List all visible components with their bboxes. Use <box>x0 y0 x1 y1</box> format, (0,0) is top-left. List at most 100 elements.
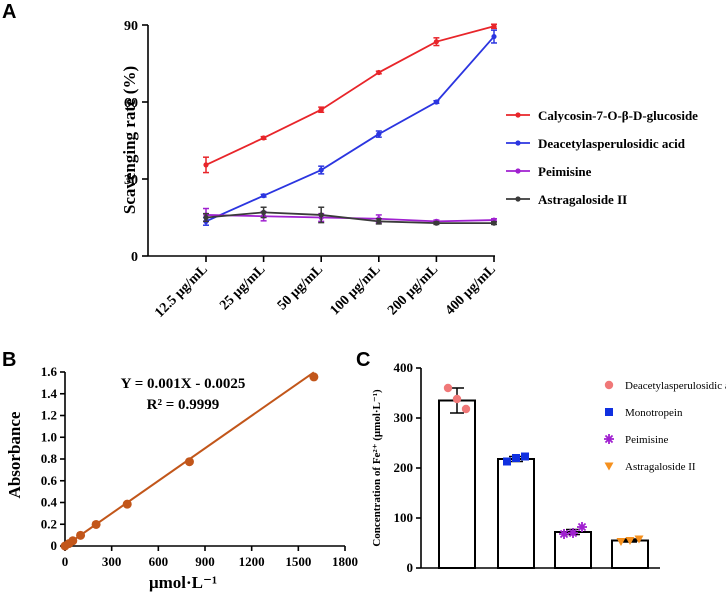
chart-c-y-tick-label: 300 <box>394 410 414 425</box>
chart-a-y-tick-label: 90 <box>124 19 138 34</box>
chart-a-series-line <box>205 35 495 223</box>
chart-a-data-point <box>491 33 497 40</box>
chart-a-data-point <box>261 135 267 141</box>
chart-a-legend-label: Deacetylasperulosidic acid <box>538 136 686 151</box>
chart-c-data-point <box>559 529 569 539</box>
chart-c-data-point <box>443 383 453 393</box>
panel-label-c: C <box>356 349 370 371</box>
chart-c-legend-marker <box>604 434 614 444</box>
chart-b-data-point <box>91 519 101 529</box>
chart-a-x-tick-label: 400 μg/mL <box>443 262 499 318</box>
chart-b-data-point <box>76 530 86 540</box>
chart-c-data-point <box>568 528 578 538</box>
chart-a-x-tick-label: 100 μg/mL <box>328 262 384 318</box>
chart-a-data-point <box>318 107 324 113</box>
panel-label-a: A <box>2 1 16 23</box>
chart-a-data-point <box>203 162 209 168</box>
panel-label-b: B <box>2 349 16 371</box>
chart-c-data-point <box>452 394 462 404</box>
chart-c-y-tick-label: 0 <box>407 560 414 575</box>
chart-b-y-tick-label: 1.6 <box>41 364 58 379</box>
chart-c-legend-marker <box>604 380 614 390</box>
chart-a-data-point <box>433 39 439 45</box>
chart-a-legend-marker <box>515 140 521 146</box>
chart-a-data-point <box>491 220 497 226</box>
chart-b-y-tick-label: 0.4 <box>41 495 58 510</box>
chart-a-x-tick-label: 200 μg/mL <box>385 262 441 318</box>
chart-b-data-point <box>122 499 132 509</box>
chart-b-y-tick-label: 1.2 <box>41 408 57 423</box>
chart-c-data-point <box>577 522 587 532</box>
chart-a-series-line <box>205 25 495 166</box>
chart-b-x-tick-label: 300 <box>102 554 122 569</box>
chart-a-legend-marker <box>515 168 521 174</box>
chart-a-data-point <box>203 214 209 221</box>
chart-c-data-point <box>521 452 529 461</box>
chart-c-legend-label: Astragaloside II <box>625 461 696 473</box>
chart-c: Concentration of Fe²⁺ (μmol·L⁻¹) 0 100 200… <box>371 360 726 575</box>
chart-b-y-tick-label: 1.0 <box>41 429 57 444</box>
chart-a-series-line <box>205 211 494 225</box>
chart-a-legend-marker <box>515 196 521 202</box>
chart-a-y-tick-label: 0 <box>131 250 138 265</box>
chart-c-data-point <box>634 535 644 544</box>
chart-b-y-axis-title: Absorbance <box>5 411 24 498</box>
chart-c-y-tick-label: 100 <box>394 510 414 525</box>
chart-b-y-tick-label: 0 <box>51 538 58 553</box>
chart-a-data-point <box>376 131 382 137</box>
chart-b-y-tick-label: 0.2 <box>41 516 57 531</box>
chart-b-x-tick-label: 1800 <box>332 554 358 569</box>
chart-c-data-point <box>512 454 520 462</box>
chart-a-x-tick-label: 12.5 μg/mL <box>152 262 211 321</box>
chart-a-data-point <box>433 99 439 105</box>
chart-b-data-point <box>309 372 319 382</box>
r-squared: R² = 0.9999 <box>147 397 220 413</box>
chart-a-y-tick-label: 60 <box>124 96 138 111</box>
regression-equation: Y = 0.001X - 0.0025 <box>121 376 246 392</box>
chart-a-legend-label: Peimisine <box>538 164 592 179</box>
chart-a-y-tick-label: 30 <box>124 173 138 188</box>
chart-c-bar <box>497 458 535 569</box>
chart-a-legend-label: Calycosin-7-O-β-D-glucoside <box>538 108 698 123</box>
chart-a-y-axis-title: Scavenging rate (%) <box>120 66 139 214</box>
chart-b-x-tick-label: 900 <box>195 554 215 569</box>
chart-c-data-point <box>616 538 626 546</box>
chart-a-data-point <box>376 69 382 76</box>
chart-b-x-tick-label: 600 <box>149 554 169 569</box>
chart-c-bar <box>611 539 649 569</box>
chart-c-bar <box>438 399 476 569</box>
chart-b-data-point <box>184 457 194 467</box>
chart-b-x-tick-label: 0 <box>62 554 69 569</box>
chart-c-legend-label: Peimisine <box>625 434 669 446</box>
chart-c-data-point <box>461 404 471 414</box>
chart-b-y-tick-label: 1.4 <box>41 386 58 401</box>
chart-c-y-tick-label: 400 <box>394 360 414 375</box>
chart-c-legend-marker <box>604 462 614 471</box>
chart-c-data-point <box>503 457 511 466</box>
chart-a-data-point <box>318 212 324 218</box>
chart-a-data-point <box>261 193 267 199</box>
chart-c-legend-label: Deacetylasperulosidic acid <box>625 380 726 392</box>
chart-a-data-point <box>491 23 497 29</box>
chart-a-x-tick-label: 25 μg/mL <box>217 262 268 313</box>
chart-b-y-tick-label: 0.8 <box>41 451 58 466</box>
chart-b-x-axis-title: μmol·L⁻¹ <box>149 573 217 592</box>
chart-a-data-point <box>261 209 267 215</box>
chart-c-legend-marker <box>605 408 613 416</box>
chart-a-data-point <box>433 220 439 226</box>
chart-a-x-tick-label: 50 μg/mL <box>275 262 326 313</box>
chart-c-legend-label: Monotropein <box>625 407 683 419</box>
chart-b-x-tick-label: 1200 <box>239 554 265 569</box>
chart-a: Scavenging rate (%) 0 30 60 90 12.5 μg/mL 25 … <box>120 19 698 321</box>
chart-b-data-point <box>68 536 78 546</box>
chart-a-data-point <box>318 167 324 173</box>
chart-b: Absorbance μmol·L⁻¹ Y = 0.001X - 0.0025 … <box>5 364 358 592</box>
chart-a-legend-marker <box>515 112 521 118</box>
chart-c-y-tick-label: 200 <box>394 460 414 475</box>
chart-c-y-axis-title: Concentration of Fe²⁺ (μmol·L⁻¹) <box>371 389 383 547</box>
chart-b-x-tick-label: 1500 <box>285 554 311 569</box>
chart-c-data-point <box>625 537 635 545</box>
chart-b-y-tick-label: 0.6 <box>41 473 58 488</box>
chart-a-legend-label: Astragaloside II <box>538 192 627 207</box>
